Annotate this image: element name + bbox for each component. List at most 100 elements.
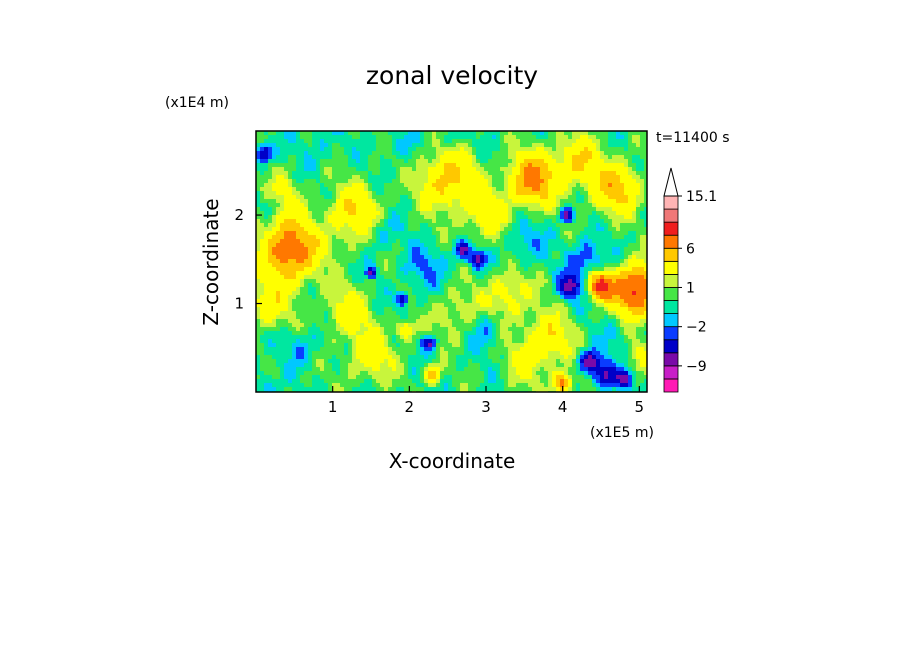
contour-cell	[420, 387, 425, 392]
contour-cell	[428, 215, 433, 220]
contour-cell	[456, 263, 461, 268]
contour-cell	[308, 247, 313, 252]
contour-cell	[556, 255, 561, 260]
contour-cell	[256, 323, 261, 328]
contour-cell	[508, 191, 513, 196]
contour-cell	[516, 375, 521, 380]
contour-cell	[348, 143, 353, 148]
contour-cell	[388, 151, 393, 156]
contour-cell	[484, 215, 489, 220]
contour-cell	[376, 363, 381, 368]
contour-cell	[508, 143, 513, 148]
contour-cell	[404, 235, 409, 240]
contour-cell	[432, 303, 437, 308]
contour-cell	[416, 143, 421, 148]
contour-cell	[372, 219, 377, 224]
contour-cell	[332, 387, 337, 392]
contour-cell	[488, 359, 493, 364]
contour-cell	[356, 271, 361, 276]
contour-cell	[512, 147, 517, 152]
contour-cell	[516, 131, 521, 136]
contour-cell	[508, 375, 513, 380]
contour-cell	[476, 215, 481, 220]
contour-cell	[536, 139, 541, 144]
contour-cell	[520, 183, 525, 188]
contour-cell	[396, 335, 401, 340]
contour-cell	[320, 331, 325, 336]
contour-cell	[508, 383, 513, 388]
contour-cell	[540, 191, 545, 196]
contour-cell	[468, 331, 473, 336]
contour-cell	[476, 287, 481, 292]
contour-cell	[404, 227, 409, 232]
contour-cell	[272, 131, 277, 136]
contour-cell	[396, 327, 401, 332]
contour-cell	[452, 307, 457, 312]
contour-cell	[316, 267, 321, 272]
contour-cell	[312, 175, 317, 180]
contour-cell	[356, 235, 361, 240]
contour-cell	[360, 183, 365, 188]
contour-cell	[332, 327, 337, 332]
contour-cell	[504, 371, 509, 376]
contour-cell	[424, 135, 429, 140]
contour-cell	[364, 271, 369, 276]
contour-cell	[412, 195, 417, 200]
contour-cell	[264, 375, 269, 380]
contour-cell	[480, 359, 485, 364]
contour-cell	[336, 287, 341, 292]
contour-cell	[520, 163, 525, 168]
contour-cell	[260, 187, 265, 192]
contour-cell	[420, 331, 425, 336]
contour-cell	[288, 263, 293, 268]
contour-cell	[520, 315, 525, 320]
contour-cell	[464, 299, 469, 304]
contour-cell	[520, 263, 525, 268]
contour-cell	[328, 331, 333, 336]
contour-cell	[424, 211, 429, 216]
contour-cell	[460, 383, 465, 388]
contour-cell	[520, 195, 525, 200]
contour-cell	[460, 171, 465, 176]
contour-cell	[320, 243, 325, 248]
contour-cell	[288, 211, 293, 216]
contour-cell	[552, 135, 557, 140]
contour-cell	[492, 331, 497, 336]
contour-cell	[460, 355, 465, 360]
contour-cell	[380, 211, 385, 216]
contour-cell	[392, 363, 397, 368]
contour-cell	[296, 255, 301, 260]
contour-cell	[376, 175, 381, 180]
contour-cell	[468, 323, 473, 328]
contour-cell	[348, 319, 353, 324]
contour-cell	[368, 247, 373, 252]
contour-cell	[364, 231, 369, 236]
contour-cell	[332, 139, 337, 144]
contour-cell	[444, 331, 449, 336]
contour-cell	[320, 263, 325, 268]
contour-cell	[344, 367, 349, 372]
contour-cell	[536, 187, 541, 192]
contour-cell	[532, 339, 537, 344]
contour-cell	[504, 211, 509, 216]
contour-cell	[316, 155, 321, 160]
contour-cell	[548, 167, 553, 172]
contour-cell	[404, 327, 409, 332]
contour-cell	[468, 387, 473, 392]
contour-cell	[268, 311, 273, 316]
contour-cell	[304, 227, 309, 232]
contour-cell	[276, 319, 281, 324]
contour-cell	[264, 255, 269, 260]
contour-cell	[336, 155, 341, 160]
contour-cell	[308, 263, 313, 268]
contour-cell	[464, 331, 469, 336]
contour-cell	[372, 315, 377, 320]
contour-cell	[324, 355, 329, 360]
contour-cell	[316, 311, 321, 316]
contour-cell	[420, 283, 425, 288]
contour-cell	[352, 319, 357, 324]
contour-cell	[520, 375, 525, 380]
contour-cell	[380, 187, 385, 192]
contour-cell	[348, 191, 353, 196]
contour-cell	[504, 283, 509, 288]
